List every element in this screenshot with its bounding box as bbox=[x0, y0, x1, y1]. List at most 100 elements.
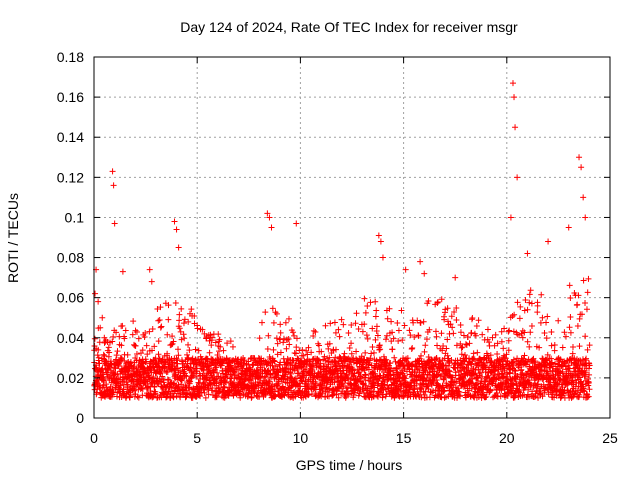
data-point bbox=[498, 328, 505, 335]
data-point bbox=[155, 317, 162, 324]
data-point bbox=[310, 333, 317, 340]
data-point bbox=[95, 346, 102, 353]
data-point bbox=[175, 244, 182, 251]
data-point bbox=[97, 324, 104, 331]
data-point bbox=[367, 355, 374, 362]
data-point bbox=[247, 366, 254, 373]
data-point bbox=[285, 393, 292, 400]
data-point bbox=[181, 335, 188, 342]
x-tick-label: 25 bbox=[602, 430, 618, 446]
data-point bbox=[227, 371, 234, 378]
data-point bbox=[149, 360, 156, 367]
data-point bbox=[264, 346, 271, 353]
data-point bbox=[105, 344, 112, 351]
data-point bbox=[433, 333, 440, 340]
x-axis-label: GPS time / hours bbox=[296, 457, 403, 473]
data-point bbox=[474, 349, 481, 356]
data-point bbox=[180, 331, 187, 338]
data-point bbox=[526, 343, 533, 350]
data-point bbox=[566, 324, 573, 331]
data-point bbox=[118, 355, 125, 362]
data-point bbox=[144, 351, 151, 358]
data-point bbox=[473, 323, 480, 330]
data-point bbox=[448, 357, 455, 364]
data-point bbox=[484, 382, 491, 389]
data-point bbox=[240, 360, 247, 367]
data-point bbox=[288, 370, 295, 377]
data-point bbox=[567, 370, 574, 377]
data-point bbox=[453, 342, 460, 349]
data-point bbox=[188, 306, 195, 313]
data-point bbox=[114, 348, 121, 355]
data-point bbox=[370, 349, 377, 356]
data-point bbox=[406, 327, 413, 334]
data-point bbox=[361, 295, 368, 302]
data-point bbox=[487, 387, 494, 394]
data-point bbox=[185, 341, 192, 348]
data-point bbox=[120, 386, 127, 393]
data-point bbox=[291, 349, 298, 356]
data-point bbox=[197, 393, 204, 400]
data-point bbox=[516, 315, 523, 322]
data-point bbox=[213, 364, 220, 371]
data-point bbox=[215, 331, 222, 338]
data-point bbox=[332, 329, 339, 336]
data-point bbox=[377, 238, 384, 245]
data-point bbox=[450, 330, 457, 337]
data-point bbox=[409, 345, 416, 352]
data-point bbox=[562, 333, 569, 340]
data-point bbox=[398, 307, 405, 314]
data-point bbox=[449, 324, 456, 331]
data-point bbox=[572, 377, 579, 384]
data-point bbox=[494, 351, 501, 358]
data-point bbox=[376, 342, 383, 349]
data-point bbox=[543, 356, 550, 363]
data-point bbox=[422, 368, 429, 375]
data-point bbox=[220, 383, 227, 390]
data-point bbox=[432, 356, 439, 363]
data-point bbox=[185, 318, 192, 325]
data-point bbox=[214, 352, 221, 359]
data-point bbox=[559, 344, 566, 351]
x-tick-label: 20 bbox=[499, 430, 515, 446]
data-point bbox=[319, 390, 326, 397]
data-point bbox=[548, 355, 555, 362]
data-point bbox=[127, 392, 134, 399]
data-point bbox=[210, 369, 217, 376]
data-point bbox=[353, 377, 360, 384]
data-point bbox=[544, 313, 551, 320]
data-point bbox=[137, 350, 144, 357]
data-point bbox=[448, 313, 455, 320]
data-point bbox=[141, 334, 148, 341]
data-point bbox=[265, 367, 272, 374]
data-point bbox=[386, 305, 393, 312]
data-point bbox=[293, 220, 300, 227]
data-point bbox=[535, 394, 542, 401]
data-point bbox=[425, 297, 432, 304]
y-tick-label: 0.08 bbox=[57, 250, 84, 266]
data-point bbox=[332, 354, 339, 361]
data-point bbox=[538, 291, 545, 298]
data-point bbox=[576, 391, 583, 398]
data-point bbox=[223, 379, 230, 386]
data-point bbox=[539, 393, 546, 400]
data-point bbox=[452, 274, 459, 281]
data-point bbox=[124, 351, 131, 358]
data-point bbox=[113, 352, 120, 359]
data-point bbox=[438, 330, 445, 337]
data-point bbox=[484, 326, 491, 333]
data-point bbox=[159, 373, 166, 380]
data-point bbox=[475, 317, 482, 324]
data-point bbox=[586, 342, 593, 349]
data-point bbox=[505, 328, 512, 335]
data-point bbox=[308, 349, 315, 356]
y-tick-label: 0.02 bbox=[57, 370, 84, 386]
data-point bbox=[164, 350, 171, 357]
data-point bbox=[231, 369, 238, 376]
data-point bbox=[373, 323, 380, 330]
data-point bbox=[139, 347, 146, 354]
data-point bbox=[468, 379, 475, 386]
data-point bbox=[270, 319, 277, 326]
data-point bbox=[449, 374, 456, 381]
data-point bbox=[532, 358, 539, 365]
